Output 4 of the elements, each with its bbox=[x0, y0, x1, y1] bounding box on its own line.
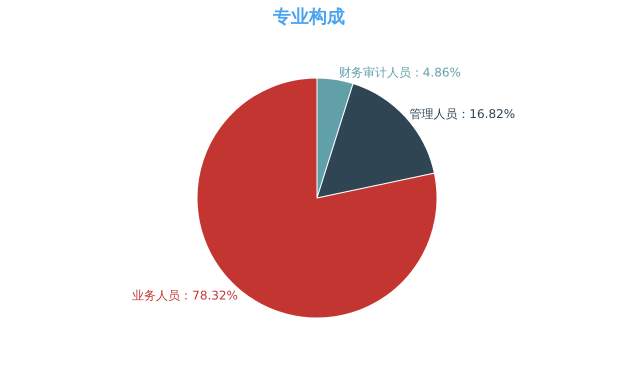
chart-title: 专业构成 bbox=[272, 6, 345, 28]
slice-label: 管理人员：16.82% bbox=[409, 107, 516, 122]
slice-label: 财务审计人员：4.86% bbox=[338, 66, 461, 80]
slice-label: 业务人员：78.32% bbox=[132, 288, 238, 302]
